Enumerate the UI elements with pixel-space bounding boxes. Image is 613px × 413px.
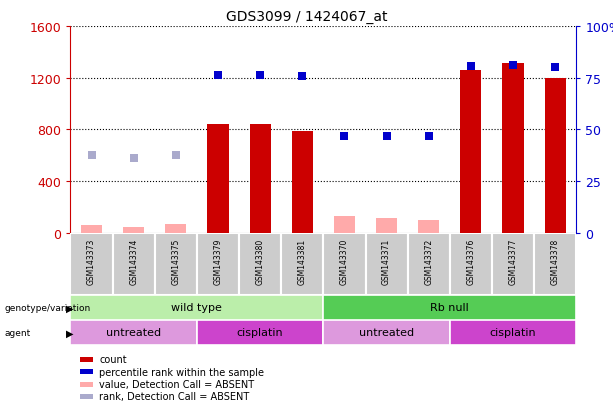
Text: Rb null: Rb null: [430, 303, 469, 313]
Bar: [70, 320, 197, 345]
Text: value, Detection Call = ABSENT: value, Detection Call = ABSENT: [99, 379, 254, 389]
Bar: [408, 233, 450, 295]
Bar: [239, 233, 281, 295]
Text: GSM143379: GSM143379: [213, 238, 223, 285]
Bar: [450, 320, 576, 345]
Bar: [492, 233, 534, 295]
Bar: [544, 79, 566, 233]
Text: untreated: untreated: [106, 328, 161, 337]
Bar: [503, 64, 524, 233]
Text: untreated: untreated: [359, 328, 414, 337]
Text: GDS3099 / 1424067_at: GDS3099 / 1424067_at: [226, 10, 387, 24]
Text: GSM143376: GSM143376: [466, 238, 475, 285]
Text: count: count: [99, 354, 127, 364]
Bar: [324, 320, 450, 345]
Text: GSM143377: GSM143377: [509, 238, 517, 285]
Text: cisplatin: cisplatin: [490, 328, 536, 337]
Text: GSM143372: GSM143372: [424, 238, 433, 285]
Text: ▶: ▶: [66, 328, 73, 337]
Bar: [123, 228, 144, 233]
Bar: [70, 295, 324, 320]
Bar: [249, 125, 271, 233]
Text: percentile rank within the sample: percentile rank within the sample: [99, 367, 264, 377]
Bar: [460, 71, 481, 233]
Text: agent: agent: [5, 328, 31, 337]
Bar: [365, 233, 408, 295]
Bar: [166, 224, 186, 233]
Text: GSM143375: GSM143375: [172, 238, 180, 285]
Text: ▶: ▶: [66, 303, 73, 313]
Text: GSM143381: GSM143381: [298, 238, 306, 284]
Bar: [450, 233, 492, 295]
Bar: [113, 233, 154, 295]
Text: GSM143374: GSM143374: [129, 238, 138, 285]
Text: GSM143370: GSM143370: [340, 238, 349, 285]
Bar: [154, 233, 197, 295]
Bar: [324, 233, 365, 295]
Text: GSM143373: GSM143373: [87, 238, 96, 285]
Bar: [197, 320, 324, 345]
Bar: [534, 233, 576, 295]
Text: GSM143371: GSM143371: [382, 238, 391, 285]
Bar: [292, 131, 313, 233]
Bar: [81, 225, 102, 233]
Bar: [197, 233, 239, 295]
Text: cisplatin: cisplatin: [237, 328, 283, 337]
Bar: [324, 295, 576, 320]
Bar: [334, 216, 355, 233]
Bar: [376, 218, 397, 233]
Text: GSM143380: GSM143380: [256, 238, 265, 285]
Bar: [281, 233, 324, 295]
Text: wild type: wild type: [172, 303, 223, 313]
Text: GSM143378: GSM143378: [550, 238, 560, 285]
Text: rank, Detection Call = ABSENT: rank, Detection Call = ABSENT: [99, 392, 249, 401]
Bar: [70, 233, 113, 295]
Bar: [418, 221, 440, 233]
Text: genotype/variation: genotype/variation: [5, 303, 91, 312]
Bar: [207, 125, 229, 233]
